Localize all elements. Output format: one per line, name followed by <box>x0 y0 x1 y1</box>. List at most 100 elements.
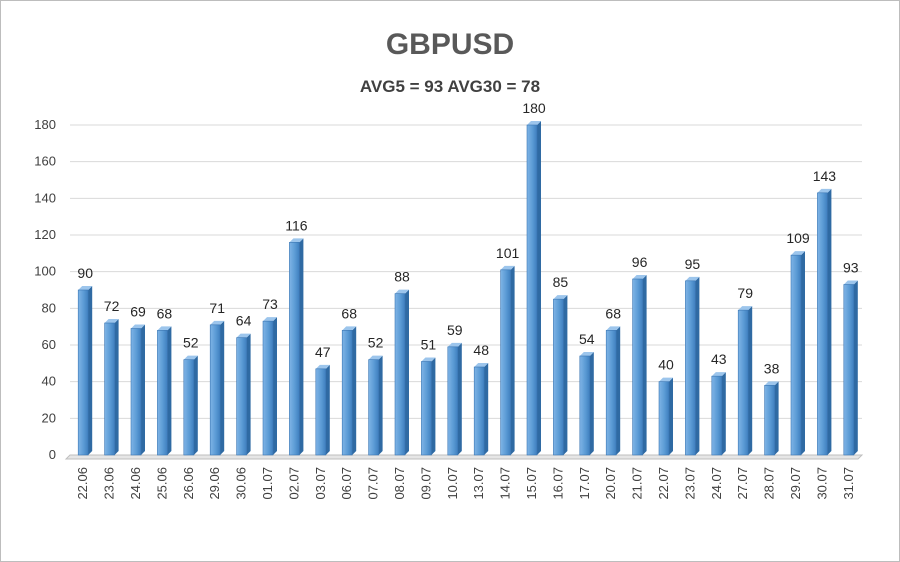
bar-front <box>104 322 115 456</box>
x-tick-label: 15.07 <box>524 467 539 500</box>
x-tick-label: 08.07 <box>392 467 407 500</box>
data-label: 68 <box>605 305 621 321</box>
bar-06.07 <box>341 326 357 456</box>
bar-30.07 <box>817 188 832 456</box>
bar-front <box>790 254 802 456</box>
bar-side <box>431 357 436 455</box>
chart-title: GBPUSD <box>385 28 515 61</box>
bar-side <box>193 355 198 455</box>
y-tick-label: 0 <box>49 447 56 462</box>
bar-front <box>579 355 591 456</box>
data-label: 68 <box>157 305 173 321</box>
x-tick-label: 21.07 <box>630 467 645 500</box>
x-tick-label: 31.07 <box>841 467 856 500</box>
bar-top <box>527 121 541 125</box>
data-label: 143 <box>813 168 837 184</box>
bar-08.07 <box>394 289 409 456</box>
gridlines <box>64 124 864 460</box>
bar-17.07 <box>579 352 594 456</box>
data-label: 68 <box>341 305 357 321</box>
data-label: 93 <box>843 260 859 276</box>
data-label: 72 <box>104 298 120 314</box>
bar-side <box>352 326 357 455</box>
data-label: 101 <box>496 245 520 261</box>
bar-top <box>711 372 726 377</box>
y-tick-label: 180 <box>34 117 56 132</box>
bar-side <box>457 342 462 455</box>
bar-top <box>263 317 277 322</box>
x-tick-label: 09.07 <box>418 467 433 500</box>
bar-front <box>183 359 195 456</box>
bar-side <box>167 326 172 455</box>
bar-25.06 <box>157 326 172 456</box>
data-label: 64 <box>236 313 252 329</box>
data-label: 51 <box>421 337 437 353</box>
bar-front <box>236 337 247 456</box>
x-tick-label: 29.06 <box>207 467 222 500</box>
bar-22.06 <box>77 286 93 456</box>
data-label: 40 <box>658 357 674 373</box>
data-label: 109 <box>786 230 810 246</box>
data-label: 38 <box>764 360 780 376</box>
x-tick-label: 20.07 <box>603 467 618 500</box>
x-tick-label: 01.07 <box>260 467 275 500</box>
bar-front <box>368 359 379 456</box>
y-tick-label: 140 <box>34 190 56 205</box>
data-label: 90 <box>77 265 93 281</box>
y-tick-label: 80 <box>42 300 56 315</box>
x-tick-label: 22.06 <box>75 467 90 500</box>
bar-side <box>299 238 304 455</box>
bar-top <box>368 355 383 360</box>
x-tick-label: 02.07 <box>286 467 301 500</box>
bar-top <box>447 342 462 347</box>
bar-side <box>827 188 832 456</box>
bar-front <box>817 192 828 456</box>
bar-02.07 <box>289 238 304 456</box>
bar-29.06 <box>209 320 225 456</box>
bar-27.07 <box>737 306 753 456</box>
bar-side <box>220 320 225 455</box>
bar-top <box>791 251 805 256</box>
bar-top <box>78 286 93 290</box>
x-tick-label: 13.07 <box>471 467 486 500</box>
chart-floor <box>64 454 864 460</box>
x-tick-label: 23.07 <box>682 467 697 500</box>
bar-front <box>737 309 749 456</box>
bar-side <box>589 352 594 455</box>
bar-side <box>246 333 251 455</box>
bar-07.07 <box>368 355 383 456</box>
data-label: 59 <box>447 322 463 338</box>
bar-16.07 <box>553 295 568 456</box>
bar-top <box>659 377 673 382</box>
bar-front <box>447 346 459 456</box>
bar-side <box>721 372 726 455</box>
bar-01.07 <box>262 317 277 456</box>
bar-24.06 <box>130 324 145 456</box>
bar-front <box>157 330 168 456</box>
y-tick-label: 20 <box>42 410 56 425</box>
data-labels: 90 72 69 68 52 71 64 73 116 47 68 52 88 51 59 48 101 180 8… <box>77 100 858 376</box>
bar-top <box>553 295 568 300</box>
bar-front <box>764 385 775 456</box>
y-tick-label: 160 <box>34 154 56 169</box>
bar-03.07 <box>315 364 330 456</box>
bar-13.07 <box>473 363 489 456</box>
bar-front <box>685 280 696 456</box>
bar-top <box>764 381 779 386</box>
bars <box>77 121 858 456</box>
bar-side <box>563 295 568 455</box>
bar-10.07 <box>447 342 462 456</box>
x-tick-label: 24.07 <box>709 467 724 500</box>
y-axis: 0 20 40 60 80 100 120 140 160 180 <box>34 117 56 462</box>
chart-subtitle: AVG5 = 93 AVG30 = 78 <box>359 77 541 96</box>
bar-side <box>801 251 805 455</box>
bar-top <box>395 289 409 294</box>
bar-top <box>104 319 119 323</box>
bar-top <box>579 352 594 356</box>
data-label: 96 <box>632 254 648 270</box>
x-tick-label: 24.06 <box>128 467 143 500</box>
data-label: 52 <box>368 335 384 351</box>
x-tick-label: 03.07 <box>313 467 328 500</box>
